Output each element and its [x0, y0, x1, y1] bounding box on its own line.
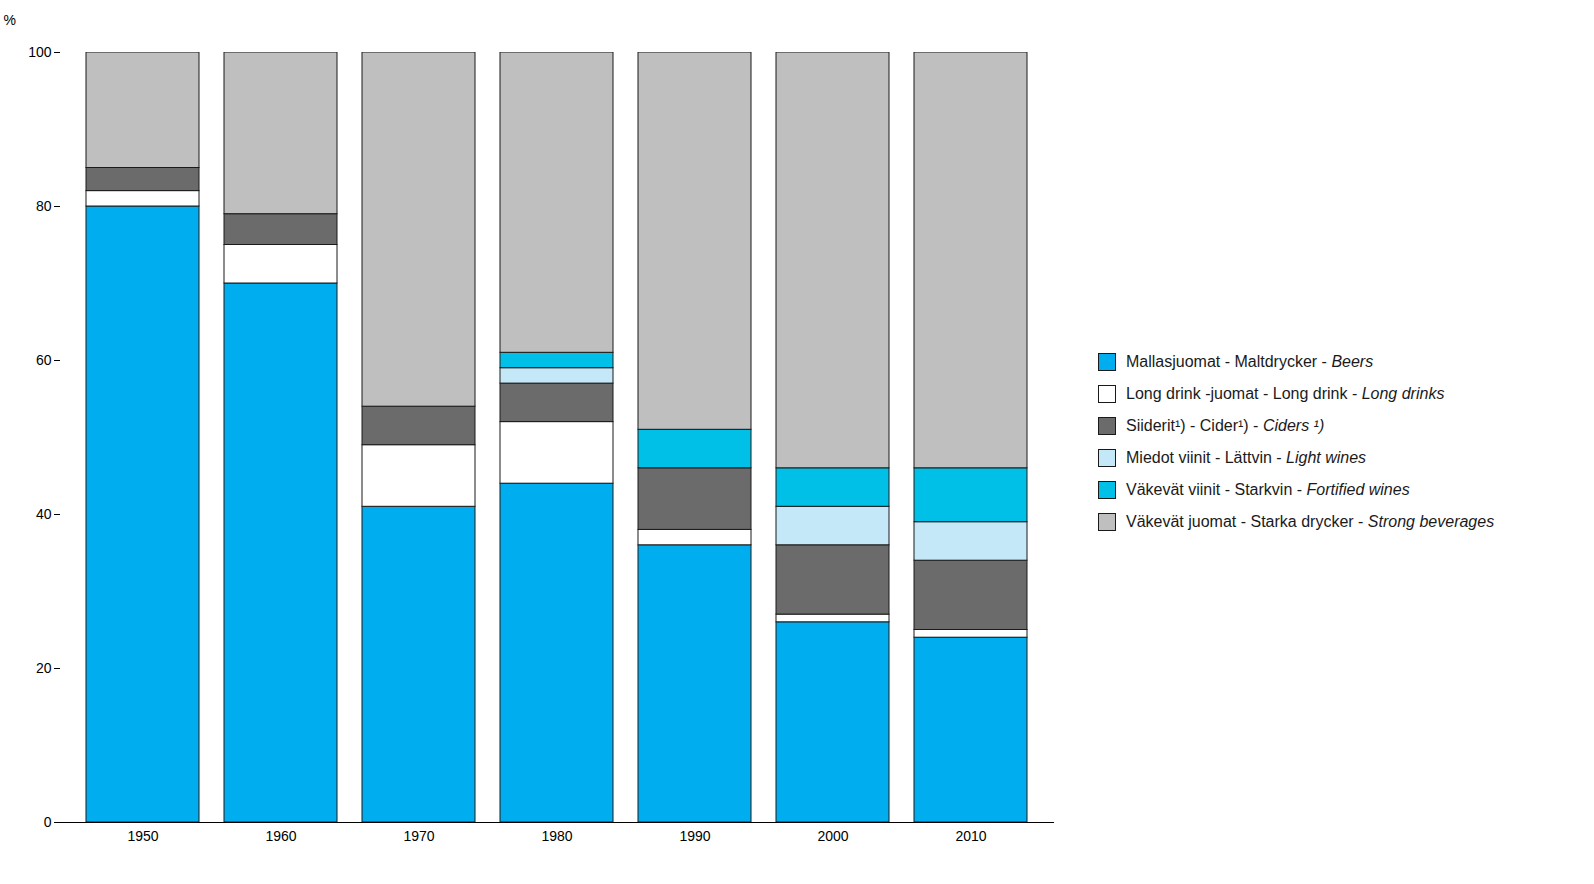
svg-text:1990: 1990: [679, 828, 710, 844]
svg-text:100: 100: [28, 44, 52, 60]
html-text:Siiderit¹) - Cider¹) - Ciders: Siiderit¹) - Cider¹) - Ciders ¹): [1126, 417, 1325, 434]
svg-text:1960: 1960: [265, 828, 296, 844]
svg-text:1980: 1980: [541, 828, 572, 844]
svg-text:2000: 2000: [817, 828, 848, 844]
html-text:Mallasjuomat - Maltdrycker - B: Mallasjuomat - Maltdrycker - Beers: [1126, 353, 1374, 370]
svg-text:20: 20: [36, 660, 52, 676]
svg-text:2010: 2010: [955, 828, 986, 844]
svg-text:1950: 1950: [127, 828, 158, 844]
svg-text:40: 40: [36, 506, 52, 522]
svg-text:%: %: [4, 12, 16, 28]
html-text:Väkevät juomat - Starka drycke: Väkevät juomat - Starka drycker - Strong…: [1126, 513, 1495, 530]
html-text:Väkevät viinit - Starkvin - Fo: Väkevät viinit - Starkvin - Fortified wi…: [1126, 481, 1410, 498]
svg-text:0: 0: [44, 814, 52, 830]
html-text:Long drink -juomat - Long drin: Long drink -juomat - Long drink - Long d…: [1126, 385, 1445, 402]
svg-text:80: 80: [36, 198, 52, 214]
svg-text:1970: 1970: [403, 828, 434, 844]
svg-text:60: 60: [36, 352, 52, 368]
html-text:Miedot viinit - Lättvin - Ligh: Miedot viinit - Lättvin - Light wines: [1126, 449, 1367, 466]
